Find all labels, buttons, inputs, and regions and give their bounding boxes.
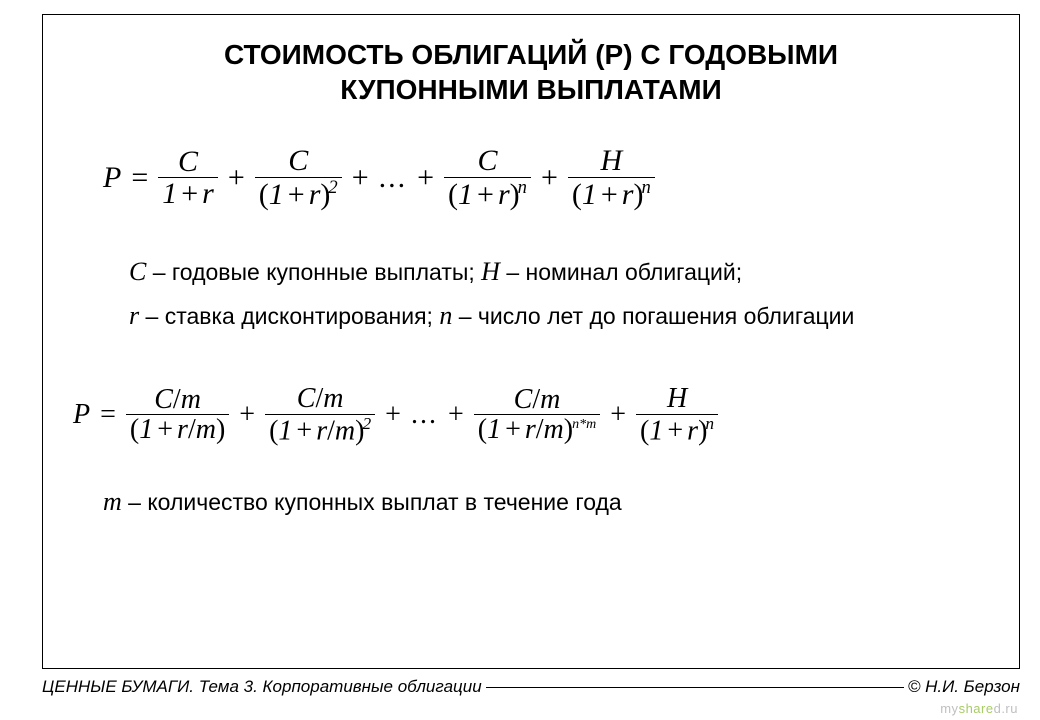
variable-legend: С – годовые купонные выплаты; Н – номина… [129, 250, 989, 338]
equals-2: = [96, 399, 120, 431]
f1-t3-num: C [473, 145, 501, 177]
f2-term4: H (1+r)n [636, 384, 718, 445]
wm-a: my [940, 701, 958, 716]
slide-title: СТОИМОСТЬ ОБЛИГАЦИЙ (Р) С ГОДОВЫМИ КУПОН… [73, 37, 989, 107]
f2-t2-den: (1+r/m)2 [265, 414, 375, 446]
f2-t3-den: (1+r/m)n*m [474, 414, 601, 444]
sym-n: n [439, 301, 452, 330]
plus-b4: + [606, 399, 630, 431]
f2-t3-num: C/m [510, 385, 565, 414]
f2-t4-num: H [663, 384, 691, 413]
title-line-1: СТОИМОСТЬ ОБЛИГАЦИЙ (Р) С ГОДОВЫМИ [224, 39, 838, 70]
f1-t1-den: 1+r [158, 177, 218, 210]
f2-term2: C/m (1+r/m)2 [265, 384, 375, 445]
f1-term4: H (1+r)n [568, 145, 655, 210]
plus-1: + [224, 161, 249, 195]
footer-right: © Н.И. Берзон [908, 677, 1020, 697]
legend-m: m – количество купонных выплат в течение… [103, 487, 989, 517]
wm-c: d.ru [994, 701, 1018, 716]
sym-H: Н [481, 257, 500, 286]
plus-b3: + [444, 399, 468, 431]
f2-t2-num: C/m [293, 384, 348, 413]
f1-t1-num: C [174, 146, 202, 178]
plus-3: + [413, 161, 438, 195]
f1-term3: C (1+r)n [444, 145, 531, 210]
content-frame: СТОИМОСТЬ ОБЛИГАЦИЙ (Р) С ГОДОВЫМИ КУПОН… [42, 14, 1020, 669]
wm-b: share [959, 701, 994, 716]
f2-dots: ... [411, 399, 438, 431]
formula-annual: P = C 1+r + C (1+r)2 + ... + C [103, 145, 989, 210]
footer-rule [486, 687, 904, 688]
plus-b2: + [381, 399, 405, 431]
legend-line-2: r – ставка дисконтирования; n – число ле… [129, 294, 989, 338]
plus-2: + [348, 161, 373, 195]
sym-C: С [129, 257, 146, 286]
f1-t2-num: C [284, 145, 312, 177]
f2-t4-den: (1+r)n [636, 414, 718, 446]
plus-b1: + [235, 399, 259, 431]
sym-r: r [129, 301, 139, 330]
f2-term3: C/m (1+r/m)n*m [474, 385, 601, 445]
f1-lhs: P [103, 161, 121, 195]
footer-left: ЦЕННЫЕ БУМАГИ. Тема 3. Корпоративные обл… [42, 677, 482, 697]
f2-term1: C/m (1+r/m) [126, 385, 229, 445]
f1-t4-num: H [596, 145, 626, 177]
f1-dots: ... [379, 161, 408, 195]
equals-sign: = [127, 161, 152, 195]
title-line-2: КУПОННЫМИ ВЫПЛАТАМИ [340, 74, 721, 105]
sym-m: m [103, 487, 122, 516]
legend-line-1: С – годовые купонные выплаты; Н – номина… [129, 250, 989, 294]
f2-t1-den: (1+r/m) [126, 414, 229, 444]
f1-term2: C (1+r)2 [255, 145, 342, 210]
f1-term1: C 1+r [158, 146, 218, 210]
f2-lhs: P [73, 399, 90, 431]
f1-t4-den: (1+r)n [568, 177, 655, 211]
plus-4: + [537, 161, 562, 195]
f1-t2-den: (1+r)2 [255, 177, 342, 211]
slide-page: СТОИМОСТЬ ОБЛИГАЦИЙ (Р) С ГОДОВЫМИ КУПОН… [0, 0, 1040, 720]
watermark: myshared.ru [940, 701, 1018, 716]
footer: ЦЕННЫЕ БУМАГИ. Тема 3. Корпоративные обл… [42, 676, 1020, 698]
formula-m-times: P = C/m (1+r/m) + C/m (1+r/m)2 + [73, 384, 989, 445]
f1-t3-den: (1+r)n [444, 177, 531, 211]
f2-t1-num: C/m [150, 385, 205, 414]
